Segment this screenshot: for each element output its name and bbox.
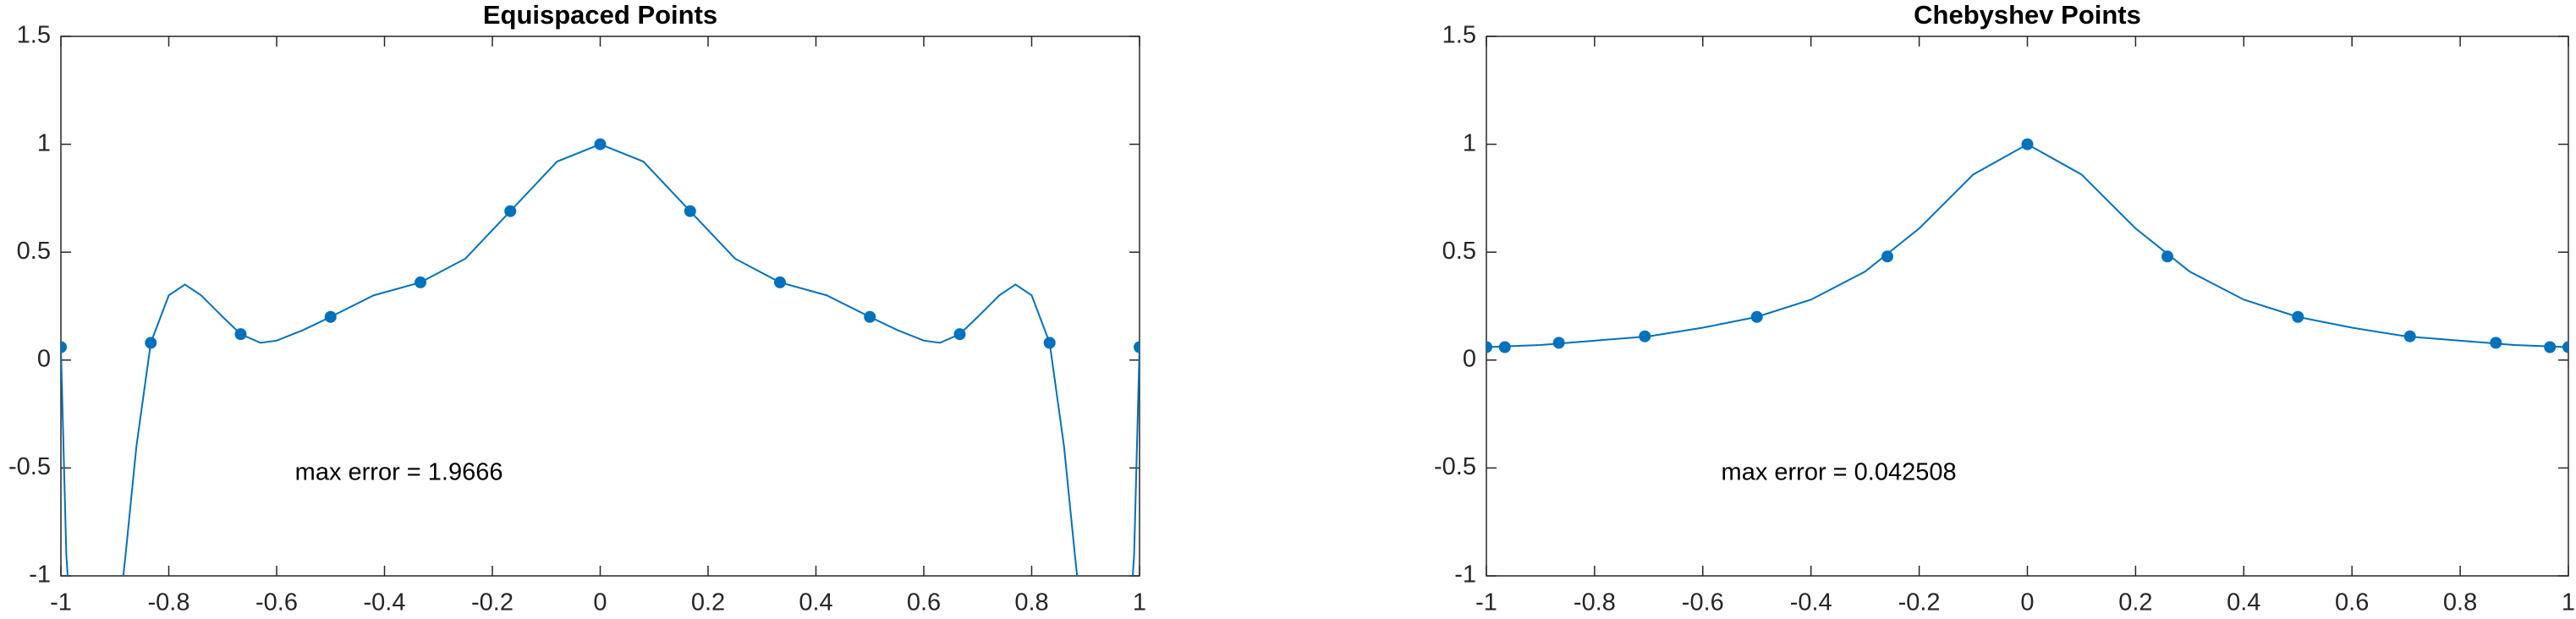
marker xyxy=(594,138,607,151)
marker xyxy=(864,310,876,323)
marker xyxy=(504,205,517,217)
marker xyxy=(234,328,247,341)
marker xyxy=(415,276,427,288)
x-tick-label: -0.2 xyxy=(1898,589,1941,616)
x-tick-label: 0.4 xyxy=(2227,589,2260,616)
y-tick-label: 0 xyxy=(1463,345,1476,372)
marker xyxy=(1881,250,1893,263)
x-tick-label: 1 xyxy=(1133,589,1146,616)
y-tick-label: 1.5 xyxy=(17,22,51,49)
marker xyxy=(2021,138,2034,151)
marker xyxy=(1498,341,1511,353)
axes: -1 -0.8 -0.6 -0.4 -0.2 0 0.2 0.4 0.6 0.8 1 -1 -0.5 0 0… xyxy=(8,0,1146,616)
plot-area xyxy=(60,36,1140,577)
marker xyxy=(2562,341,2568,353)
x-tick-label: -0.8 xyxy=(1574,589,1616,616)
x-tick-label: -1 xyxy=(1475,589,1497,616)
marker xyxy=(1134,341,1140,353)
x-tick-label: -0.8 xyxy=(148,589,190,616)
y-tick-label: 1.5 xyxy=(1442,22,1476,49)
y-tick-label: 0.5 xyxy=(1442,238,1476,265)
marker xyxy=(145,337,157,349)
marker xyxy=(953,328,966,341)
marker xyxy=(684,205,696,217)
y-tick-label: 0 xyxy=(37,345,51,372)
x-tick-label: -0.6 xyxy=(255,589,298,616)
y-tick-label: -0.5 xyxy=(8,453,51,480)
x-tick-label: 0 xyxy=(2020,589,2034,616)
plot-content xyxy=(61,138,1140,576)
marker xyxy=(1552,337,1565,349)
x-tick-label: 0.6 xyxy=(2335,589,2369,616)
y-tick-label: 1 xyxy=(1463,129,1476,156)
y-tick-label: -1 xyxy=(29,561,51,589)
x-tick-label: 0.4 xyxy=(799,589,832,616)
marker xyxy=(2292,310,2304,323)
x-tick-label: 1 xyxy=(2562,589,2575,616)
x-tick-label: 0 xyxy=(593,589,607,616)
y-tick-label: 1 xyxy=(37,129,51,156)
y-tick-label: -1 xyxy=(1454,561,1476,589)
y-tick-label: 0.5 xyxy=(17,238,51,265)
x-tick-label: 0.8 xyxy=(2443,589,2477,616)
x-tick-label: 0.6 xyxy=(907,589,941,616)
plot-area xyxy=(1486,36,2569,577)
y-tick-label: -0.5 xyxy=(1434,453,1476,480)
annotation: max error = 0.042508 xyxy=(1722,458,1957,485)
marker xyxy=(1486,341,1492,353)
x-tick-label: 0.2 xyxy=(2118,589,2152,616)
marker xyxy=(2403,330,2416,342)
marker xyxy=(1043,337,1056,349)
marker xyxy=(1750,310,1763,323)
marker xyxy=(2161,250,2174,263)
marker xyxy=(773,276,786,288)
marker xyxy=(1639,330,1651,342)
marker xyxy=(2490,337,2502,349)
chart-title: Chebyshev Points xyxy=(1914,0,2141,30)
marker xyxy=(324,310,337,323)
chart-title: Equispaced Points xyxy=(483,0,717,30)
x-tick-label: -1 xyxy=(50,589,72,616)
plot-content xyxy=(1486,138,2568,353)
x-tick-label: -0.4 xyxy=(1790,589,1832,616)
x-tick-label: -0.6 xyxy=(1682,589,1724,616)
x-tick-label: 0.2 xyxy=(691,589,725,616)
axes: -1 -0.8 -0.6 -0.4 -0.2 0 0.2 0.4 0.6 0.8 1 -1 -0.5 0 0… xyxy=(1434,0,2575,616)
marker xyxy=(2544,341,2557,353)
annotation: max error = 1.9666 xyxy=(295,458,503,485)
marker xyxy=(61,341,67,353)
x-tick-label: 0.8 xyxy=(1014,589,1048,616)
x-tick-label: -0.2 xyxy=(471,589,514,616)
x-tick-label: -0.4 xyxy=(364,589,406,616)
